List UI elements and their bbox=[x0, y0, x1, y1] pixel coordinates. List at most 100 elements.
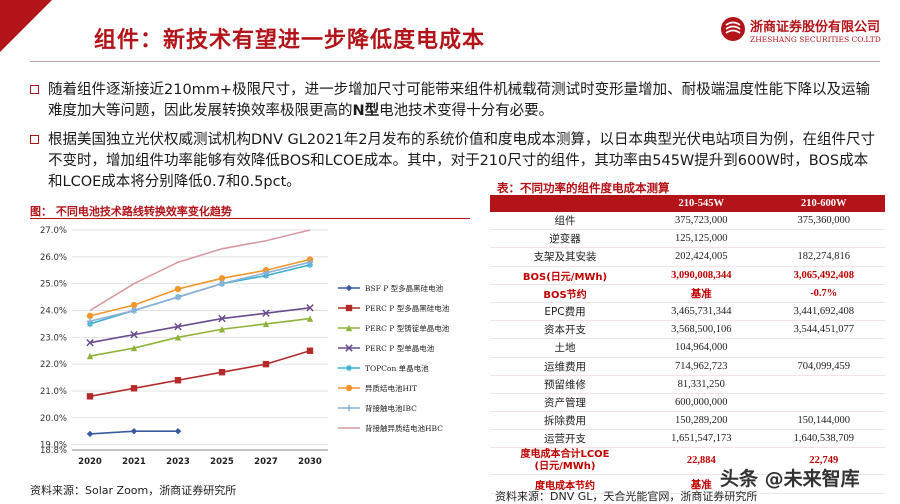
data-point bbox=[86, 393, 94, 400]
table-header-label bbox=[490, 195, 640, 212]
table-cell-label: 支架及其安装 bbox=[490, 247, 640, 267]
data-point bbox=[345, 304, 353, 312]
table-cell-600w: 1,640,538,709 bbox=[762, 429, 885, 449]
efficiency-line-chart: 18.8%19.0% 20.0% 21.0% 22.0% 23.0% 24.0% 25.0%… bbox=[40, 226, 450, 467]
legend-label: PERC P 型多晶黑硅电池 bbox=[365, 303, 450, 313]
table-cell-600w: 182,274,816 bbox=[762, 247, 885, 267]
table-cell-label: 拆除费用 bbox=[490, 411, 640, 431]
table-cell-545w: 3,465,731,344 bbox=[640, 302, 763, 322]
table-row: BOS节约 基准 -0.7% bbox=[490, 284, 885, 303]
table-cell-label: 资产管理 bbox=[490, 393, 640, 413]
header-divider bbox=[30, 61, 880, 62]
table-cell-545w: 22,884 bbox=[640, 447, 763, 476]
lcoe-table: 210-545W 210-600W 组件 375,723,000 375,360,0… bbox=[490, 195, 885, 494]
table-cell-label: 逆变器 bbox=[490, 229, 640, 249]
table-cell-545w: 1,651,547,173 bbox=[640, 429, 763, 449]
table-title: 表：不同功率的组件度电成本测算 bbox=[497, 181, 670, 195]
data-point bbox=[130, 344, 138, 352]
data-point bbox=[345, 284, 353, 292]
data-point bbox=[86, 318, 94, 325]
logo-text-en: ZHESHANG SECURITIES CO.LTD bbox=[750, 35, 881, 44]
table-cell-label: BOS(日元/MWh) bbox=[490, 266, 640, 285]
bullet-1-bold: N型 bbox=[352, 103, 380, 119]
table-row: 资产管理 600,000,000 bbox=[490, 393, 885, 413]
table-cell-600w: 150,144,000 bbox=[762, 411, 885, 431]
table-cell-label: 度电成本合计LCOE (日元/MWh) bbox=[490, 447, 640, 476]
data-point bbox=[86, 312, 94, 320]
table-cell-600w: 704,099,459 bbox=[762, 357, 885, 376]
legend-label: TOPCon 单晶电池 bbox=[365, 363, 429, 373]
data-point bbox=[345, 344, 353, 352]
table-cell-label: 资本开支 bbox=[490, 320, 640, 340]
y-tick-label: 23.0% bbox=[40, 333, 67, 343]
table-header-row: 210-545W 210-600W bbox=[490, 195, 885, 212]
data-point bbox=[345, 324, 353, 332]
table-cell-545w: 714,962,723 bbox=[640, 357, 763, 376]
figure-title: 图： 不同电池技术路线转换效率变化趋势 bbox=[30, 205, 232, 218]
data-point bbox=[306, 304, 314, 312]
data-point bbox=[130, 307, 138, 314]
table-cell-545w: 104,964,000 bbox=[640, 338, 763, 358]
table-cell-545w: 202,424,005 bbox=[640, 247, 763, 267]
table-cell-label: 度电成本节约 bbox=[490, 474, 640, 494]
y-tick-label: 18.8% bbox=[40, 446, 67, 456]
table-row: 组件 375,723,000 375,360,000 bbox=[490, 212, 885, 231]
data-point bbox=[86, 352, 94, 360]
data-point bbox=[262, 269, 270, 277]
bullet-1-text-end: 电池技术变得十分有必要。 bbox=[379, 103, 554, 119]
table-cell-label: 组件 bbox=[490, 212, 640, 231]
table-cell-600w: 3,065,492,408 bbox=[762, 266, 885, 285]
table-header-600w: 210-600W bbox=[762, 195, 885, 212]
legend-label: BSF P 型多晶黑硅电池 bbox=[365, 283, 444, 293]
table-cell-545w: 600,000,000 bbox=[640, 393, 763, 413]
page-title: 组件：新技术有望进一步降低度电成本 bbox=[94, 28, 486, 53]
data-point bbox=[262, 309, 270, 317]
y-tick-label: 26.0% bbox=[40, 253, 67, 263]
data-point bbox=[262, 360, 270, 368]
company-logo: 浙商证券股份有限公司 ZHESHANG SECURITIES CO.LTD bbox=[720, 14, 890, 54]
table-cell-600w: -0.7% bbox=[762, 284, 885, 303]
table-cell-545w: 基准 bbox=[640, 474, 763, 494]
table-cell-600w: 375,360,000 bbox=[762, 212, 885, 231]
table-cell-545w: 基准 bbox=[640, 284, 763, 303]
table-row: 拆除费用 150,289,200 150,144,000 bbox=[490, 411, 885, 431]
data-point bbox=[174, 322, 182, 331]
table-cell-label: 运维费用 bbox=[490, 357, 640, 376]
table-row: 运维费用 714,962,723 704,099,459 bbox=[490, 357, 885, 376]
table-cell-545w: 375,723,000 bbox=[640, 212, 763, 231]
table-row: 度电成本节约 基准 bbox=[490, 474, 885, 494]
table-cell-label: 土地 bbox=[490, 338, 640, 358]
logo-icon bbox=[721, 17, 745, 41]
table-header-545w: 210-545W bbox=[640, 195, 763, 212]
x-tick-label: 2025 bbox=[210, 457, 234, 467]
data-point bbox=[218, 368, 226, 376]
table-cell-600w: 22,749 bbox=[762, 447, 885, 476]
bullet-2-text: 根据美国独立光伏权威测试机构DNV GL2021年2月发布的系统价值和度电成本测… bbox=[48, 132, 875, 190]
bullet-1: 随着组件逐渐接近210mm+极限尺寸，进一步增加尺寸可能带来组件机械载荷测试时变… bbox=[30, 80, 880, 124]
legend-label: PERC P 型铸锭单晶电池 bbox=[365, 323, 450, 333]
series-line bbox=[89, 264, 311, 325]
bullet-square-icon bbox=[30, 135, 39, 144]
data-point bbox=[130, 330, 138, 339]
data-point bbox=[86, 430, 94, 438]
x-tick-label: 2021 bbox=[122, 457, 146, 467]
table-row: BOS(日元/MWh) 3,090,008,344 3,065,492,408 bbox=[490, 266, 885, 285]
table-cell-545w: 81,331,250 bbox=[640, 375, 763, 394]
data-point bbox=[306, 258, 314, 266]
data-point bbox=[174, 377, 182, 384]
data-point bbox=[345, 364, 353, 372]
y-tick-label: 21.0% bbox=[40, 387, 67, 397]
table-row: EPC费用 3,465,731,344 3,441,692,408 bbox=[490, 302, 885, 322]
x-tick-label: 2020 bbox=[78, 457, 102, 467]
logo-text-cn: 浙商证券股份有限公司 bbox=[750, 20, 881, 35]
table-cell-600w bbox=[762, 338, 885, 358]
series-line bbox=[89, 258, 311, 317]
table-cell-600w bbox=[762, 474, 885, 494]
table-cell-600w: 3,544,451,077 bbox=[762, 320, 885, 340]
data-point bbox=[218, 314, 226, 323]
data-point bbox=[306, 347, 314, 354]
data-point bbox=[130, 301, 138, 309]
data-point bbox=[174, 293, 182, 301]
y-tick-label: 22.0% bbox=[40, 360, 67, 370]
data-point bbox=[218, 280, 226, 287]
